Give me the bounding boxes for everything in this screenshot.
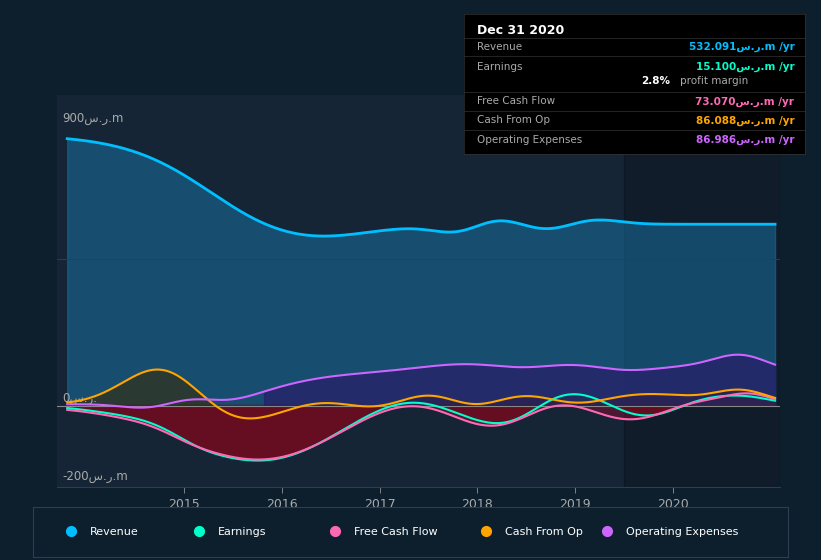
Text: Operating Expenses: Operating Expenses (478, 135, 583, 145)
Text: Revenue: Revenue (89, 527, 138, 537)
Text: Cash From Op: Cash From Op (478, 115, 551, 125)
Text: 900س.ر.m: 900س.ر.m (62, 111, 124, 124)
Text: profit margin: profit margin (681, 76, 749, 86)
Text: 15.100س.ر.m /yr: 15.100س.ر.m /yr (695, 62, 795, 72)
Text: 2.8%: 2.8% (641, 76, 670, 86)
Text: -200س.ر.m: -200س.ر.m (62, 470, 128, 483)
Text: Operating Expenses: Operating Expenses (626, 527, 738, 537)
Text: Earnings: Earnings (478, 62, 523, 72)
Text: Revenue: Revenue (478, 42, 523, 52)
Text: 73.070س.ر.m /yr: 73.070س.ر.m /yr (695, 96, 795, 106)
Text: Dec 31 2020: Dec 31 2020 (478, 24, 565, 37)
Bar (624, 95, 780, 487)
Text: 86.986س.ر.m /yr: 86.986س.ر.m /yr (696, 135, 795, 145)
Text: 86.088س.ر.m /yr: 86.088س.ر.m /yr (695, 115, 795, 125)
Text: 532.091س.ر.m /yr: 532.091س.ر.m /yr (689, 42, 795, 52)
Text: Earnings: Earnings (218, 527, 266, 537)
Text: Free Cash Flow: Free Cash Flow (478, 96, 556, 106)
Text: Cash From Op: Cash From Op (505, 527, 583, 537)
Text: 0س.ر.: 0س.ر. (62, 392, 98, 405)
Text: Free Cash Flow: Free Cash Flow (354, 527, 438, 537)
